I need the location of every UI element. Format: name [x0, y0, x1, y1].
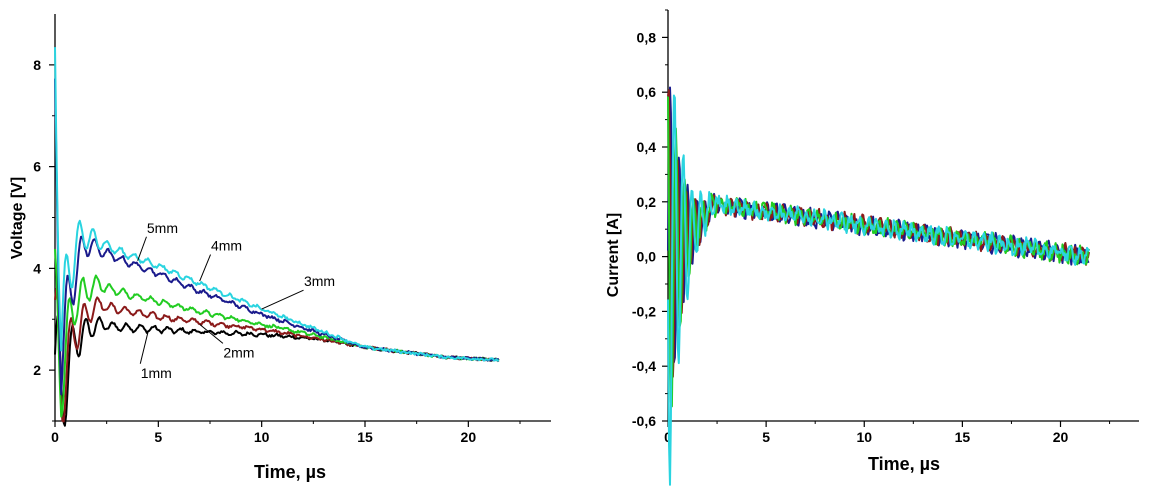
current-x-tick-label: 5	[762, 429, 770, 445]
voltage-y-tick-label: 8	[33, 57, 41, 73]
voltage-x-tick-label: 5	[154, 429, 162, 445]
voltage-y-tick-label: 2	[33, 362, 41, 378]
current-x-tick-label: 15	[955, 429, 971, 445]
voltage-chart: 0 5 10 15 20 2 4 6 8 5mm 4mm 3mm 2mm 1mm Time, µs V…	[9, 14, 551, 482]
voltage-x-tick-label: 10	[254, 429, 270, 445]
voltage-x-tick-label: 15	[357, 429, 373, 445]
current-y-tick-label: 0,8	[637, 29, 657, 45]
current-x-axis-title: Time, µs	[868, 454, 940, 474]
current-y-tick-label: 0,6	[637, 84, 657, 100]
voltage-series-annotation: 5mm	[147, 220, 178, 236]
current-series-trace	[667, 94, 1090, 486]
voltage-y-tick-label: 6	[33, 159, 41, 175]
voltage-x-tick-label: 20	[461, 429, 477, 445]
current-x-tick-label: 10	[856, 429, 872, 445]
voltage-series-annotation: 1mm	[141, 365, 172, 381]
voltage-series-annotation: 3mm	[304, 273, 335, 289]
voltage-series-annotation: 2mm	[223, 344, 254, 360]
voltage-series-annotation: 4mm	[211, 238, 242, 254]
current-y-tick-label: 0,2	[637, 194, 657, 210]
current-chart: 0 5 10 15 20 -0,6-0,4-0,20,00,20,40,60,8 Tim…	[605, 9, 1139, 486]
current-y-tick-label: 0,0	[637, 249, 657, 265]
current-series-trace	[667, 96, 1090, 408]
current-y-tick-label: 0,4	[637, 139, 657, 155]
voltage-annotation-leader	[139, 331, 149, 364]
voltage-y-axis-title: Voltage [V]	[9, 177, 26, 259]
current-y-tick-label: -0,4	[632, 358, 656, 374]
voltage-annotation-leader	[199, 254, 211, 282]
voltage-annotation-leader	[137, 236, 147, 261]
voltage-series-5mm	[54, 47, 500, 362]
voltage-x-axis-title: Time, µs	[254, 462, 326, 482]
voltage-annotation-leader	[199, 323, 224, 344]
voltage-series-4mm	[54, 78, 500, 396]
voltage-y-tick-label: 4	[33, 260, 41, 276]
current-y-tick-label: -0,2	[632, 303, 656, 319]
current-y-axis-title: Current [A]	[605, 213, 622, 297]
voltage-annotation-leader	[261, 289, 304, 310]
current-y-tick-label: -0,6	[632, 413, 656, 429]
voltage-x-tick-label: 0	[51, 429, 59, 445]
current-x-tick-label: 20	[1053, 429, 1069, 445]
